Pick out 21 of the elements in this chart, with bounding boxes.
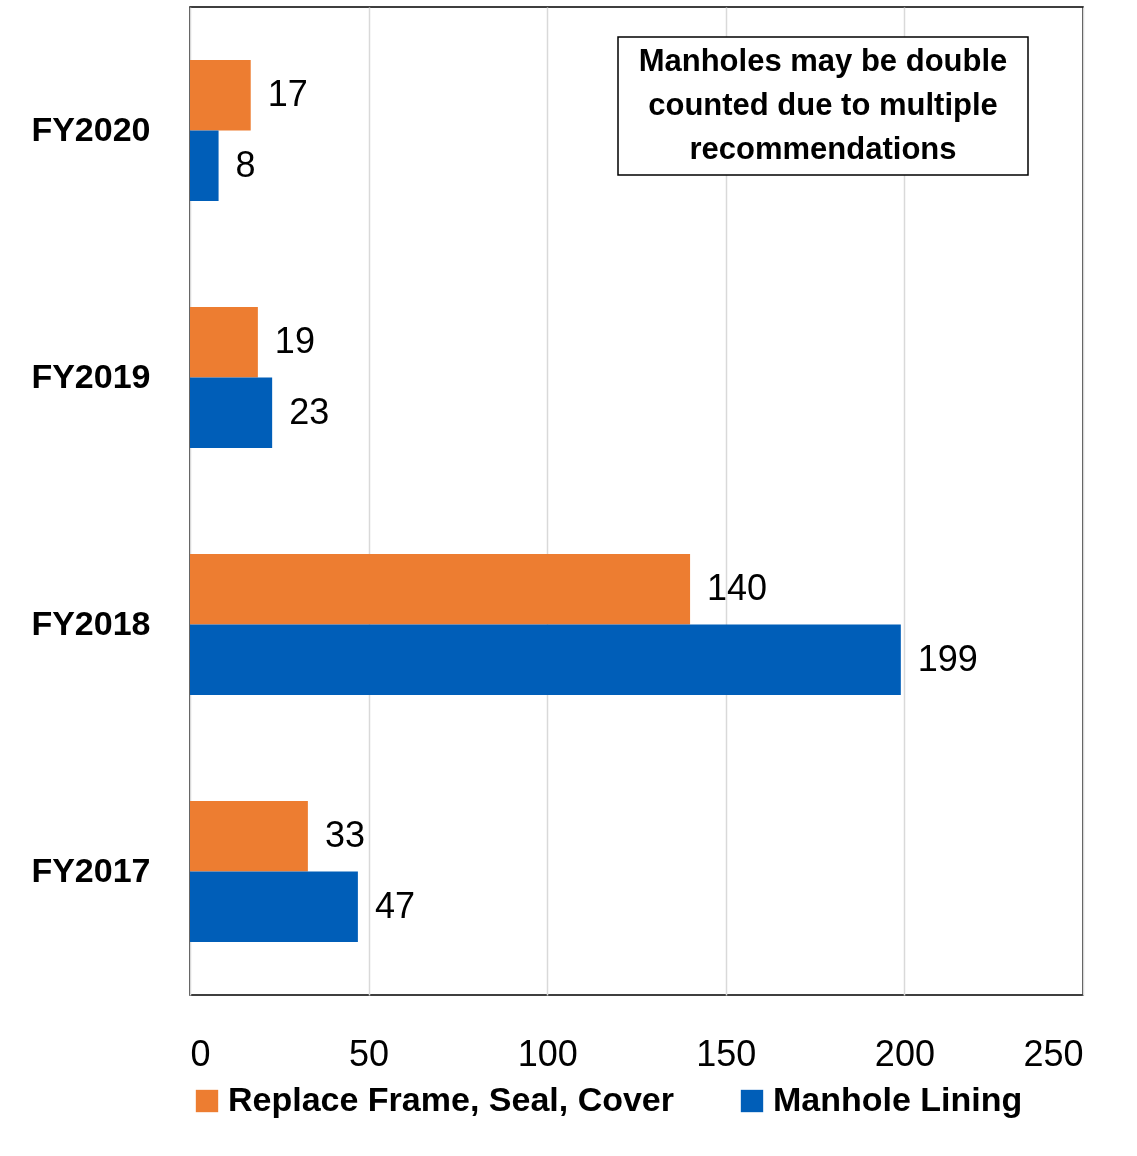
data-label: 17 xyxy=(267,73,308,115)
data-label: 47 xyxy=(374,884,415,926)
y-tick-label: FY2017 xyxy=(31,850,151,889)
x-tick-label: 0 xyxy=(190,1032,211,1074)
x-tick-label: 50 xyxy=(349,1032,390,1074)
legend-label: Manhole Lining xyxy=(773,1080,1023,1118)
x-tick-label: 150 xyxy=(696,1032,757,1074)
data-label: 19 xyxy=(274,320,315,362)
data-label: 140 xyxy=(707,567,768,609)
annotation: Manholes may be double counted due to multiple recommendations xyxy=(638,43,1008,166)
y-tick-label: FY2018 xyxy=(31,603,151,642)
x-tick-label: 250 xyxy=(1023,1032,1084,1074)
y-tick-label: FY2020 xyxy=(31,109,151,148)
x-tick-label: 200 xyxy=(874,1032,935,1074)
legend-label: Replace Frame, Seal, Cover xyxy=(228,1080,675,1118)
data-label: 23 xyxy=(289,390,330,432)
data-label: 33 xyxy=(324,814,365,856)
y-tick-label: FY2019 xyxy=(31,356,151,395)
data-label: 199 xyxy=(917,637,978,679)
data-label: 8 xyxy=(235,143,256,185)
x-tick-label: 100 xyxy=(517,1032,578,1074)
